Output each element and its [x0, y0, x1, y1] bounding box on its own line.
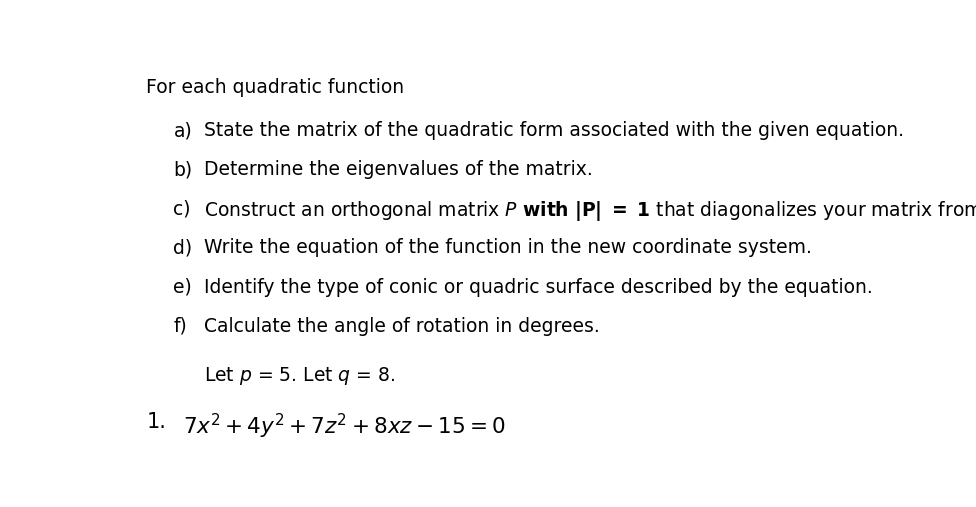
Text: Identify the type of conic or quadric surface described by the equation.: Identify the type of conic or quadric su…: [204, 277, 873, 297]
Text: a): a): [174, 121, 192, 140]
Text: c): c): [174, 199, 191, 219]
Text: Write the equation of the function in the new coordinate system.: Write the equation of the function in th…: [204, 238, 812, 258]
Text: State the matrix of the quadratic form associated with the given equation.: State the matrix of the quadratic form a…: [204, 121, 904, 140]
Text: d): d): [174, 238, 192, 258]
Text: For each quadratic function: For each quadratic function: [146, 79, 404, 97]
Text: 1.: 1.: [146, 412, 166, 432]
Text: Calculate the angle of rotation in degrees.: Calculate the angle of rotation in degre…: [204, 316, 599, 336]
Text: b): b): [174, 160, 192, 179]
Text: f): f): [174, 316, 187, 336]
Text: Determine the eigenvalues of the matrix.: Determine the eigenvalues of the matrix.: [204, 160, 592, 179]
Text: Let $p$ = 5. Let $q$ = 8.: Let $p$ = 5. Let $q$ = 8.: [204, 366, 395, 387]
Text: $7x^2 + 4y^2 + 7z^2 + 8xz - 15 = 0$: $7x^2 + 4y^2 + 7z^2 + 8xz - 15 = 0$: [183, 412, 505, 442]
Text: Construct an orthogonal matrix $\it{P}$ $\bf{with}$ $\bf{|}$$\it{\bf{P}}$$\bf{|}: Construct an orthogonal matrix $\it{P}$ …: [204, 199, 976, 224]
Text: e): e): [174, 277, 192, 297]
